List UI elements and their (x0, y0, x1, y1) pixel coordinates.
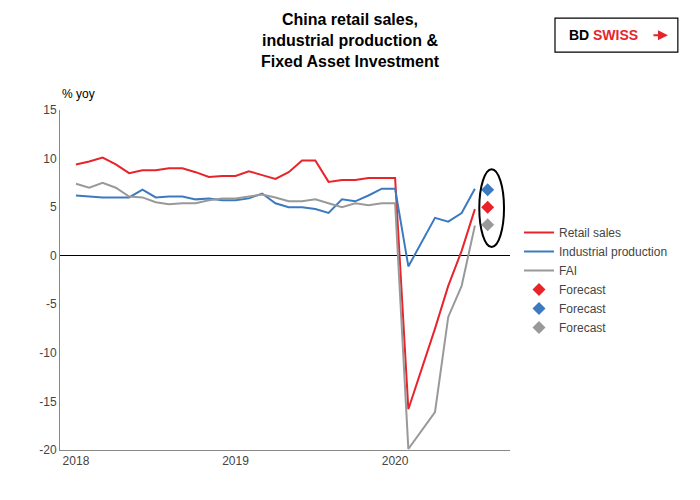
svg-text:2019: 2019 (222, 454, 249, 468)
svg-text:-20: -20 (39, 443, 57, 457)
svg-text:2020: 2020 (382, 454, 409, 468)
svg-text:China retail sales,industrial: China retail sales,industrial production… (261, 11, 440, 70)
svg-text:FAI: FAI (559, 264, 577, 278)
svg-text:SWISS: SWISS (593, 27, 638, 43)
svg-text:-15: -15 (39, 395, 57, 409)
svg-text:Retail sales: Retail sales (559, 226, 621, 240)
svg-text:BD: BD (569, 27, 589, 43)
svg-text:Forecast: Forecast (559, 321, 606, 335)
svg-text:5: 5 (50, 200, 57, 214)
svg-text:Forecast: Forecast (559, 302, 606, 316)
svg-text:-10: -10 (39, 346, 57, 360)
svg-text:-5: -5 (46, 297, 57, 311)
svg-text:% yoy: % yoy (62, 87, 95, 101)
svg-text:10: 10 (43, 152, 57, 166)
svg-text:0: 0 (50, 249, 57, 263)
svg-text:Industrial production: Industrial production (559, 245, 667, 259)
svg-text:Forecast: Forecast (559, 283, 606, 297)
svg-text:15: 15 (43, 103, 57, 117)
svg-text:2018: 2018 (63, 454, 90, 468)
